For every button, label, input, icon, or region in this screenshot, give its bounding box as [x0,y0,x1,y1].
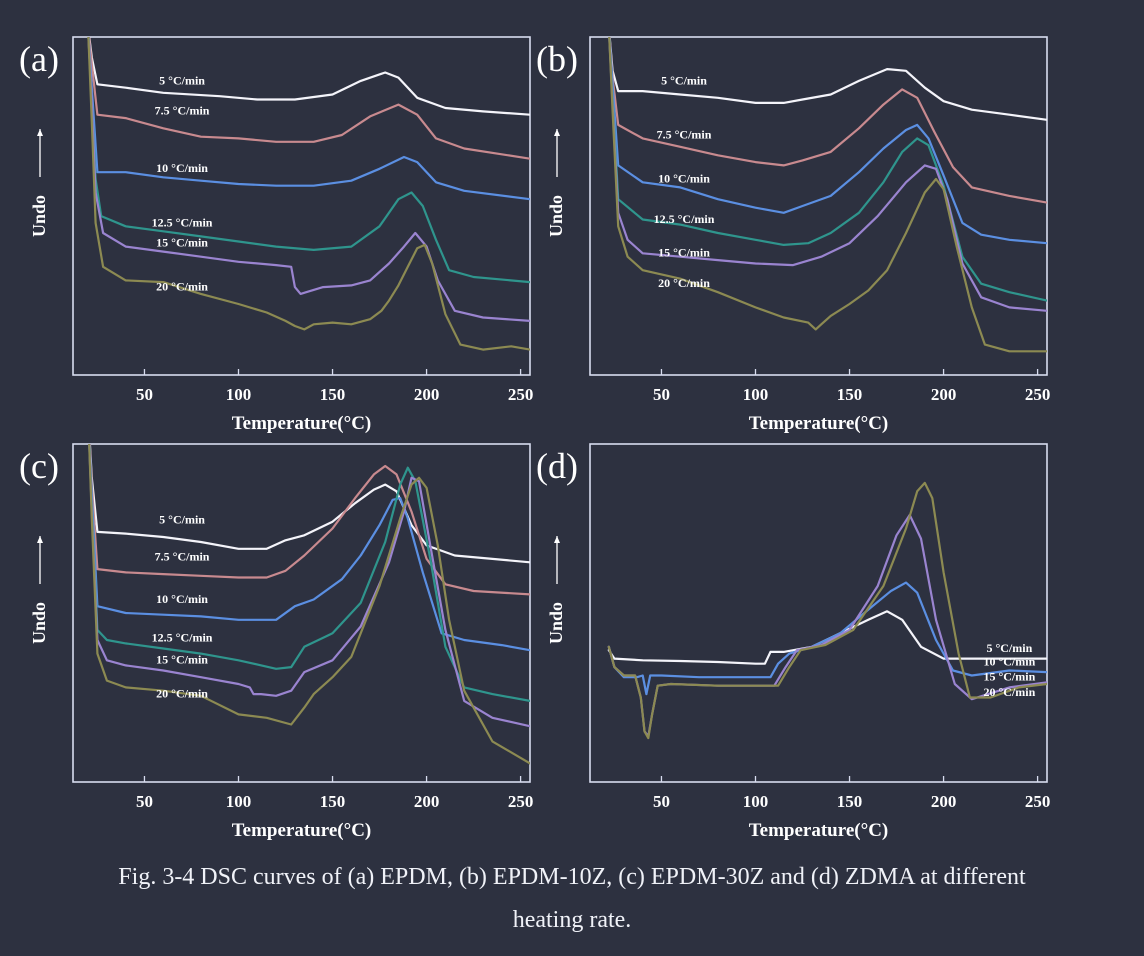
series-group [607,481,1047,740]
panel-a: (a) 50 100 150 200 250 Temperature(°C) Undo 5 °C… [19,36,534,434]
series-line [88,444,530,564]
series-line [87,37,530,160]
x-axis-label: Temperature(°C) [749,820,889,841]
series-label: 5 °C/min [159,73,205,87]
series-label: 20 °C/min [156,280,208,294]
series-line [88,444,530,728]
y-axis-arrowhead [37,536,43,543]
series-line [88,444,530,702]
x-tick-label: 200 [931,792,957,811]
x-tick-label: 150 [320,792,346,811]
series-line [608,37,1047,353]
panel-d: (d) 50 100 150 200 250 Temperature(°C) Undo 5 °C… [536,443,1051,841]
series-label: 20 °C/min [156,687,208,701]
series-line [87,37,530,351]
x-tick-label: 250 [508,792,534,811]
plot-frame [72,443,531,783]
series-line [88,37,530,116]
x-tick-label: 50 [136,385,153,404]
series-line [88,444,530,596]
series-line [608,37,1047,245]
x-tick-label: 150 [837,385,863,404]
series-group [608,37,1047,353]
series-line [607,513,1047,738]
series-line [608,37,1047,121]
panel-label: (c) [19,446,59,486]
x-tick-label: 200 [414,792,440,811]
series-line [88,444,530,765]
panel-c: (c) 50 100 150 200 250 Temperature(°C) Undo 5 °C… [19,443,534,841]
x-tick-label: 200 [931,385,957,404]
series-label: 7.5 °C/min [657,127,712,141]
plot-frame [589,443,1048,783]
series-label: 10 °C/min [156,161,208,175]
x-tick-label: 100 [743,792,769,811]
x-tick-label: 100 [743,385,769,404]
x-tick-label: 150 [837,792,863,811]
x-axis-label: Temperature(°C) [232,820,372,841]
panel-label: (d) [536,446,578,486]
series-label: 15 °C/min [156,236,208,250]
y-axis-arrowhead [554,129,560,136]
x-tick-label: 150 [320,385,346,404]
x-tick-label: 250 [1025,792,1051,811]
series-label: 7.5 °C/min [155,104,210,118]
series-label: 12.5 °C/min [152,215,213,229]
x-tick-label: 50 [653,792,670,811]
dsc-figure: (a) 50 100 150 200 250 Temperature(°C) Undo 5 °C… [19,36,1051,841]
series-label: 20 °C/min [658,276,710,290]
series-label: 15 °C/min [156,653,208,667]
panel-label: (a) [19,39,59,79]
panel-label: (b) [536,39,578,79]
x-tick-label: 200 [414,385,440,404]
plot-frame [589,36,1048,376]
series-label: 20 °C/min [983,685,1035,699]
panel-b: (b) 50 100 150 200 250 Temperature(°C) Undo 5 °C… [536,36,1051,434]
x-tick-label: 100 [226,385,252,404]
series-label: 10 °C/min [156,592,208,606]
x-tick-label: 250 [508,385,534,404]
series-line [607,610,1047,665]
y-axis-label: Undo [29,195,49,237]
series-label: 5 °C/min [159,512,205,526]
series-label: 15 °C/min [658,246,710,260]
caption-line-2: heating rate. [512,907,632,933]
y-axis-arrowhead [37,129,43,136]
x-axis-label: Temperature(°C) [232,413,372,434]
figure-caption: Fig. 3-4 DSC curves of (a) EPDM, (b) EPD… [0,856,1144,942]
plot-frame [72,36,531,376]
caption-line-1: Fig. 3-4 DSC curves of (a) EPDM, (b) EPD… [118,864,1026,890]
series-label: 7.5 °C/min [155,550,210,564]
series-label: 10 °C/min [983,654,1035,668]
series-line [87,37,530,284]
series-line [607,581,1047,696]
series-line [88,444,530,652]
series-line [608,37,1047,312]
x-tick-label: 50 [136,792,153,811]
y-axis-label: Undo [546,195,566,237]
series-label: 12.5 °C/min [152,631,213,645]
series-label: 5 °C/min [661,73,707,87]
series-group [87,37,530,351]
x-tick-label: 100 [226,792,252,811]
series-line [607,481,1047,740]
series-line [87,37,530,322]
x-axis-label: Temperature(°C) [749,413,889,434]
series-line [608,37,1047,204]
x-tick-label: 50 [653,385,670,404]
series-label: 10 °C/min [658,171,710,185]
series-group [88,444,530,765]
series-line [87,37,530,201]
series-line [608,37,1047,302]
x-tick-label: 250 [1025,385,1051,404]
y-axis-label: Undo [546,602,566,644]
series-label: 15 °C/min [983,670,1035,684]
y-axis-label: Undo [29,602,49,644]
y-axis-arrowhead [554,536,560,543]
series-label: 5 °C/min [986,641,1032,655]
series-label: 12.5 °C/min [654,212,715,226]
